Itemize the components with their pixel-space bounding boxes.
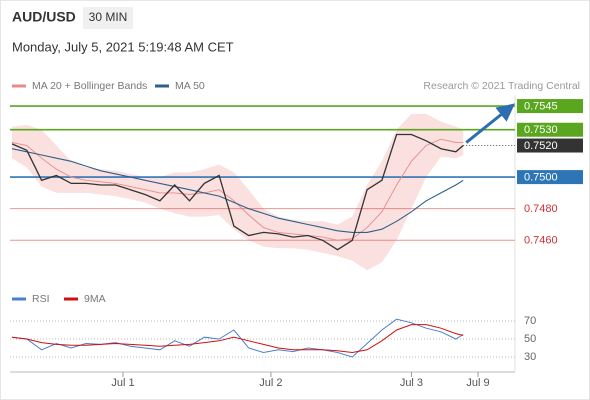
- legend-label: MA 20 + Bollinger Bands: [32, 80, 147, 92]
- level-label: 0.7520: [524, 140, 558, 152]
- forecast-arrow: [465, 103, 516, 144]
- legend-label: RSI: [32, 293, 50, 305]
- price-line: [11, 133, 464, 251]
- legend-label: 9MA: [84, 293, 106, 305]
- level-label: 0.7460: [524, 235, 558, 247]
- date: Monday, July 5, 2021 5:19:48 AM CET: [12, 39, 234, 54]
- level-box: [517, 99, 583, 114]
- level-label: 0.7545: [524, 100, 558, 112]
- x-tick-label: Jul 3: [400, 377, 423, 389]
- level-box: [517, 138, 583, 153]
- timeframe-box: [83, 7, 133, 29]
- legend-label: MA 50: [175, 80, 205, 92]
- x-tick-label: Jul 9: [466, 377, 489, 389]
- credit: Research © 2021 Trading Central: [423, 80, 580, 92]
- x-tick-label: Jul 2: [259, 377, 282, 389]
- level-box: [517, 122, 583, 137]
- level-label: 0.7480: [524, 203, 558, 215]
- level-box: [517, 170, 583, 185]
- bollinger-band: [12, 113, 464, 271]
- level-label: 0.7530: [524, 124, 558, 136]
- y-tick-label: 50: [524, 333, 536, 345]
- timeframe: 30 MIN: [89, 10, 128, 24]
- y-tick-label: 30: [524, 351, 536, 363]
- x-tick-label: Jul 1: [111, 377, 134, 389]
- title: AUD/USD: [12, 9, 76, 25]
- y-tick-label: 70: [524, 315, 536, 327]
- ma-line: [11, 148, 464, 233]
- ma-line: [11, 138, 464, 241]
- level-label: 0.7500: [524, 172, 558, 184]
- indicator-line: [11, 324, 464, 354]
